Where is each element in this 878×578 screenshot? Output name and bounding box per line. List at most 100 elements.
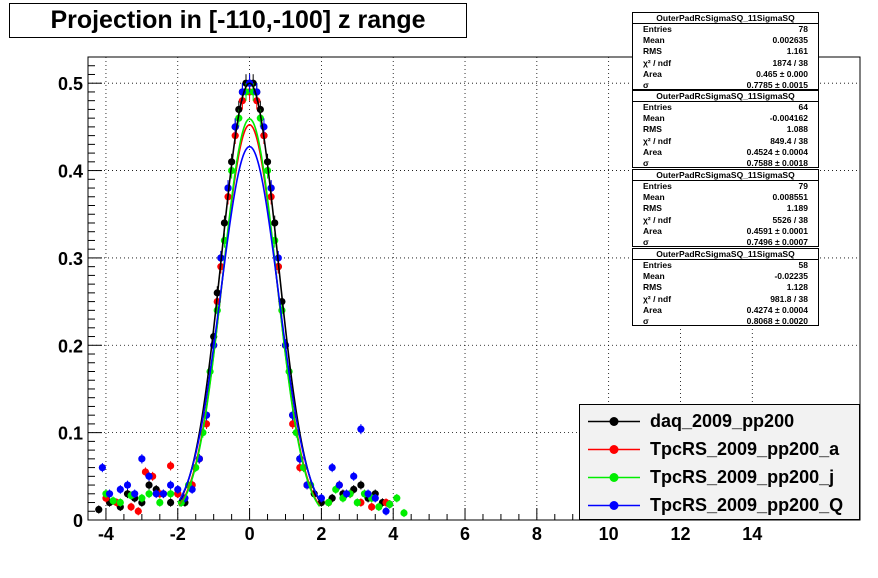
data-point — [145, 472, 153, 480]
stat-row: χ² / ndf 981.8 / 38 — [633, 294, 818, 305]
y-tick-label: 0.5 — [58, 74, 83, 94]
stat-value: 849.4 / 38 — [770, 135, 808, 146]
stat-value: 0.465 ± 0.000 — [756, 68, 808, 79]
stat-value: 1.128 — [786, 282, 808, 293]
stat-row: σ 0.7496 ± 0.0007 — [633, 237, 818, 248]
fit-curve — [178, 145, 321, 501]
stat-label: Area — [643, 225, 662, 236]
stat-label: Area — [643, 146, 662, 157]
x-tick-label: 10 — [599, 524, 619, 544]
stat-row: RMS 1.088 — [633, 124, 818, 135]
x-tick-label: 14 — [742, 524, 762, 544]
stat-box-4: OuterPadRcSigmaSQ_11SigmaSQ Entries 58 Me… — [632, 248, 819, 326]
data-point — [134, 507, 142, 515]
data-point — [357, 481, 365, 489]
stat-value: 58 — [798, 260, 808, 270]
stat-value: 5526 / 38 — [772, 214, 808, 225]
legend-label: TpcRS_2009_pp200_a — [650, 439, 840, 459]
stat-value: 64 — [798, 102, 808, 112]
data-point — [166, 498, 175, 507]
x-tick-label: -2 — [170, 524, 186, 544]
stat-value: 0.002635 — [772, 35, 808, 46]
stat-label: Entries — [643, 102, 672, 112]
stat-label: Entries — [643, 181, 672, 191]
data-point — [98, 463, 106, 472]
stat-label: Entries — [643, 260, 672, 270]
stat-label: RMS — [643, 282, 662, 293]
stat-label: σ — [643, 236, 649, 247]
data-point — [350, 472, 358, 480]
stat-value: -0.02235 — [774, 271, 808, 282]
stat-value: 1.161 — [786, 46, 808, 57]
data-point — [174, 485, 182, 494]
x-tick-label: 4 — [388, 524, 398, 544]
data-point — [145, 490, 153, 498]
stat-label: Mean — [643, 113, 665, 124]
x-tick-label: 2 — [316, 524, 326, 544]
stat-row: σ 0.8068 ± 0.0020 — [633, 316, 818, 327]
data-point — [105, 490, 114, 498]
stat-value: 79 — [798, 181, 808, 191]
stat-row: Area 0.4591 ± 0.0001 — [633, 226, 818, 237]
stat-row: χ² / ndf 1874 / 38 — [633, 58, 818, 69]
data-point — [123, 481, 132, 489]
legend-marker-icon — [588, 473, 640, 482]
stat-label: RMS — [643, 46, 662, 57]
data-point — [382, 507, 390, 515]
legend-label: daq_2009_pp200 — [650, 411, 795, 431]
data-point — [156, 498, 164, 507]
stat-label: χ² / ndf — [643, 293, 672, 304]
data-point — [166, 462, 175, 470]
x-tick-label: -4 — [98, 524, 114, 544]
stat-row: Area 0.465 ± 0.000 — [633, 69, 818, 80]
stat-value: 1874 / 38 — [772, 57, 808, 68]
data-point — [116, 485, 124, 494]
stat-value: 78 — [798, 24, 808, 34]
stat-label: Area — [643, 68, 662, 79]
stat-label: Area — [643, 304, 662, 315]
stat-label: Mean — [643, 192, 665, 203]
data-point — [324, 498, 333, 507]
stat-row: Entries 79 — [633, 181, 818, 192]
data-point — [342, 490, 351, 498]
stat-label: χ² / ndf — [643, 57, 672, 68]
data-point — [127, 503, 135, 511]
x-tick-label: 12 — [670, 524, 690, 544]
stat-value: 0.4591 ± 0.0001 — [746, 225, 808, 236]
y-tick-label: 0.3 — [58, 249, 83, 269]
stat-row: RMS 1.189 — [633, 203, 818, 214]
x-tick-label: 0 — [245, 524, 255, 544]
data-point — [138, 494, 146, 502]
legend-marker-icon — [588, 417, 640, 426]
data-point — [371, 494, 379, 502]
x-tick-label: 8 — [532, 524, 542, 544]
stat-value: 981.8 / 38 — [770, 293, 808, 304]
stat-row: σ 0.7785 ± 0.0015 — [633, 80, 818, 91]
data-point — [400, 509, 408, 517]
data-point — [393, 494, 401, 502]
stat-label: σ — [643, 157, 649, 168]
y-tick-label: 0.2 — [58, 336, 83, 356]
stat-row: Mean -0.004162 — [633, 113, 818, 124]
stat-label: χ² / ndf — [643, 214, 672, 225]
data-point — [109, 497, 117, 505]
data-point — [188, 485, 196, 494]
data-point — [152, 490, 160, 498]
fit-curve — [178, 118, 321, 507]
data-point — [368, 503, 376, 511]
stat-value: 0.8068 ± 0.0020 — [746, 315, 808, 326]
stat-box-2: OuterPadRcSigmaSQ_11SigmaSQ Entries 64 Me… — [632, 90, 819, 168]
data-point — [386, 500, 394, 508]
stat-label: Entries — [643, 24, 672, 34]
stat-box-header: OuterPadRcSigmaSQ_11SigmaSQ — [633, 170, 818, 181]
data-point — [353, 498, 361, 507]
data-point — [159, 490, 168, 498]
data-point — [375, 503, 383, 511]
stat-value: 0.7785 ± 0.0015 — [746, 79, 808, 90]
stat-row: Area 0.4274 ± 0.0004 — [633, 305, 818, 316]
stat-value: 0.7588 ± 0.0018 — [746, 157, 808, 168]
stat-row: Entries 64 — [633, 102, 818, 113]
legend-marker-icon — [588, 445, 640, 454]
data-point — [116, 498, 124, 507]
stat-label: Mean — [643, 35, 665, 46]
